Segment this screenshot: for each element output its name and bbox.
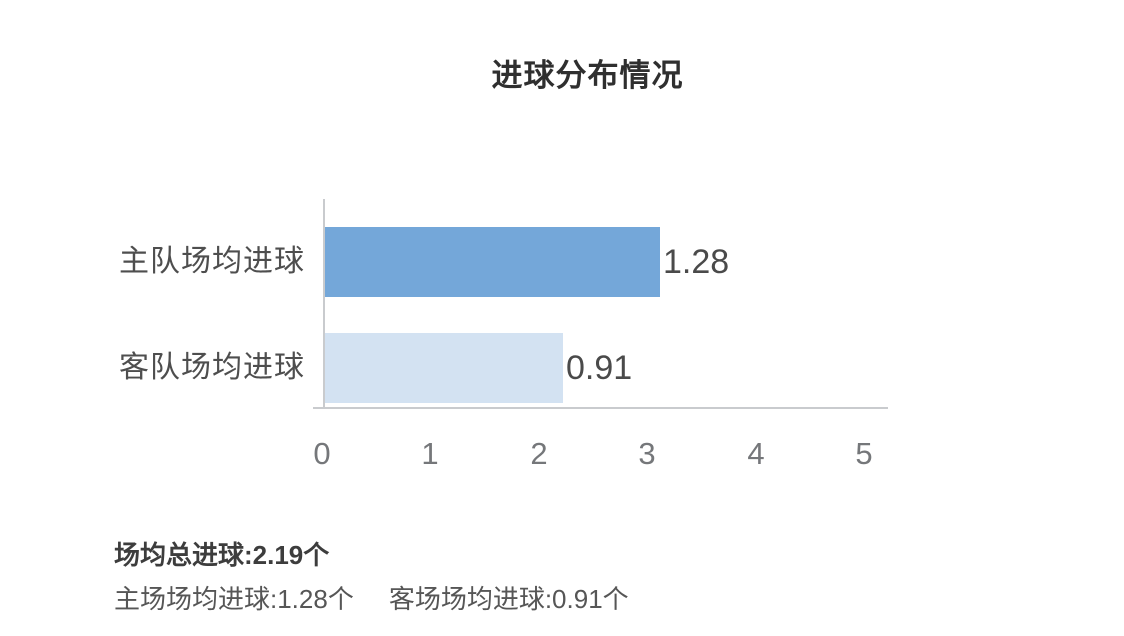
x-tick-label-1: 1 [421, 436, 439, 471]
bar-home [325, 227, 660, 297]
x-axis-line [313, 407, 888, 409]
y-axis-line [323, 199, 325, 409]
summary-home-goals: 主场场均进球:1.28个 [114, 584, 354, 614]
category-label-home: 主队场均进球 [119, 245, 305, 278]
bar-value-away: 0.91 [566, 349, 633, 387]
bar-away [325, 333, 563, 403]
summary-detail-line: 主场场均进球:1.28个 客场场均进球:0.91个 [114, 579, 629, 616]
chart-title: 进球分布情况 [491, 58, 684, 93]
summary-total-goals: 场均总进球:2.19个 [114, 540, 330, 570]
bar-value-home: 1.28 [663, 243, 730, 281]
x-tick-label-2: 2 [530, 436, 548, 471]
x-tick-label-5: 5 [855, 436, 873, 471]
category-label-away: 客队场均进球 [119, 351, 305, 384]
x-tick-label-0: 0 [313, 436, 331, 471]
summary-away-goals: 客场场均进球:0.91个 [388, 584, 629, 614]
x-tick-label-3: 3 [638, 436, 656, 471]
x-tick-label-4: 4 [747, 436, 765, 471]
